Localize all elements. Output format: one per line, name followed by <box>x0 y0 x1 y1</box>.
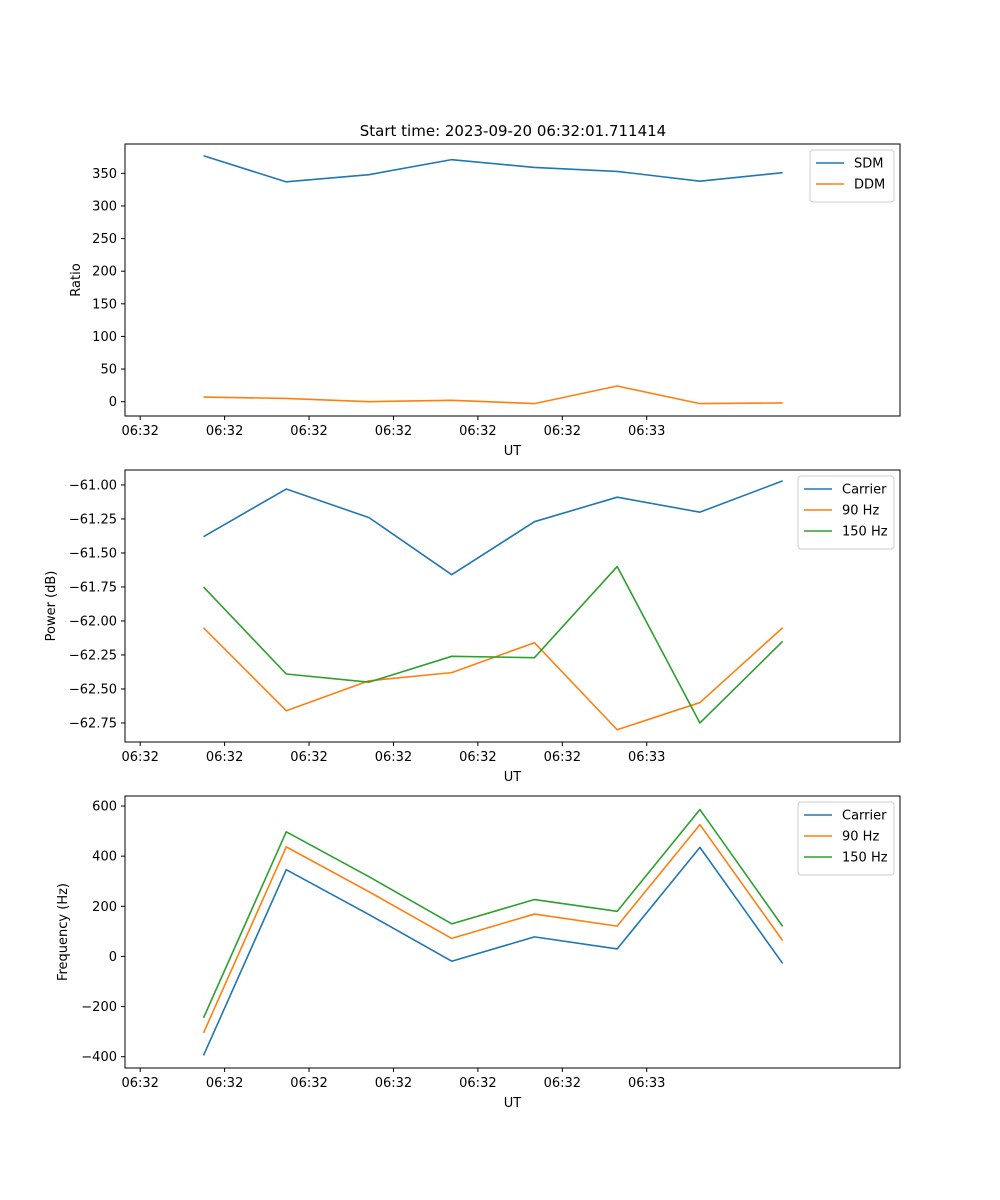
power-x-tick-label: 06:32 <box>290 750 327 765</box>
frequency-y-tick-label: 0 <box>109 950 117 965</box>
power-x-tick-label: 06:33 <box>628 750 665 765</box>
power-x-tick-label: 06:32 <box>121 750 158 765</box>
frequency-y-tick-label: −400 <box>81 1050 117 1065</box>
power-series-carrier-line <box>203 480 783 576</box>
frequency-legend-label: 90 Hz <box>842 830 879 845</box>
ratio-y-tick-label: 300 <box>92 199 117 214</box>
power-x-axis-label: UT <box>504 770 522 785</box>
power-x-tick-label: 06:32 <box>459 750 496 765</box>
ratio-x-axis-label: UT <box>504 444 522 459</box>
frequency-y-tick-label: 200 <box>92 900 117 915</box>
power-x-tick-label: 06:32 <box>206 750 243 765</box>
power-y-tick-label: −61.00 <box>69 478 117 493</box>
power-y-tick-label: −62.75 <box>69 716 117 731</box>
ratio-y-tick-label: 350 <box>92 167 117 182</box>
power-axes-frame <box>124 469 901 743</box>
frequency-y-tick-label: 600 <box>92 800 117 815</box>
ratio-x-tick-label: 06:32 <box>459 424 496 439</box>
frequency-x-tick-label: 06:32 <box>459 1076 496 1091</box>
frequency-series-carrier-line <box>202 846 784 1056</box>
power-y-tick-label: −62.00 <box>69 614 117 629</box>
frequency-y-tick-label: −200 <box>81 1000 117 1015</box>
power-y-axis-label: Power (dB) <box>44 571 59 642</box>
ratio-x-tick-label: 06:32 <box>544 424 581 439</box>
ratio-y-tick-label: 250 <box>92 232 117 247</box>
ratio-x-tick-label: 06:33 <box>628 424 665 439</box>
power-y-tick-label: −62.25 <box>69 648 117 663</box>
power-panel: 06:32 06:32 06:32 06:32 06:32 06:32 06:33 −62.7… <box>44 469 901 785</box>
ratio-x-tick-label: 06:32 <box>290 424 327 439</box>
ratio-x-tick-label: 06:32 <box>375 424 412 439</box>
ratio-legend-label: DDM <box>854 178 885 193</box>
frequency-legend-label: Carrier <box>842 809 887 824</box>
power-y-tick-label: −61.75 <box>69 580 117 595</box>
frequency-x-tick-label: 06:32 <box>206 1076 243 1091</box>
ratio-panel: 06:32 06:32 06:32 06:32 06:32 06:32 06:33 0 50 10… <box>69 143 901 459</box>
frequency-x-tick-label: 06:32 <box>375 1076 412 1091</box>
ratio-y-tick-label: 100 <box>92 330 117 345</box>
ratio-axes-frame <box>124 143 901 417</box>
ratio-y-axis-label: Ratio <box>69 263 84 296</box>
power-legend-label: 90 Hz <box>842 504 879 519</box>
frequency-x-tick-label: 06:32 <box>544 1076 581 1091</box>
frequency-axes-frame <box>124 795 901 1069</box>
power-series-150-hz-line <box>202 565 784 724</box>
power-legend-label: Carrier <box>842 483 887 498</box>
frequency-panel: 06:32 06:32 06:32 06:32 06:32 06:32 06:33 −400 −… <box>56 795 901 1111</box>
ratio-series-ddm-line <box>203 385 783 405</box>
power-y-tick-label: −61.25 <box>69 512 117 527</box>
ratio-y-tick-label: 150 <box>92 297 117 312</box>
ratio-y-tick-label: 50 <box>100 363 117 378</box>
frequency-x-tick-label: 06:32 <box>290 1076 327 1091</box>
ratio-series-sdm-line <box>203 154 783 183</box>
ratio-y-tick-label: 200 <box>92 265 117 280</box>
frequency-legend-label: 150 Hz <box>842 851 888 866</box>
ratio-y-tick-label: 0 <box>109 395 117 410</box>
frequency-series-90-hz-line <box>202 823 784 1034</box>
frequency-x-axis-label: UT <box>504 1096 522 1111</box>
ratio-x-tick-label: 06:32 <box>206 424 243 439</box>
ratio-legend-label: SDM <box>854 157 883 172</box>
ratio-x-tick-label: 06:32 <box>121 424 158 439</box>
power-y-tick-label: −61.50 <box>69 546 117 561</box>
frequency-x-tick-label: 06:33 <box>628 1076 665 1091</box>
frequency-x-tick-label: 06:32 <box>121 1076 158 1091</box>
power-legend-label: 150 Hz <box>842 525 888 540</box>
frequency-y-axis-label: Frequency (Hz) <box>56 883 71 981</box>
power-y-tick-label: −62.50 <box>69 682 117 697</box>
power-x-tick-label: 06:32 <box>544 750 581 765</box>
frequency-series-150-hz-line <box>202 808 784 1019</box>
frequency-y-tick-label: 400 <box>92 850 117 865</box>
chart-title: Start time: 2023-09-20 06:32:01.711414 <box>360 122 666 140</box>
power-x-tick-label: 06:32 <box>375 750 412 765</box>
